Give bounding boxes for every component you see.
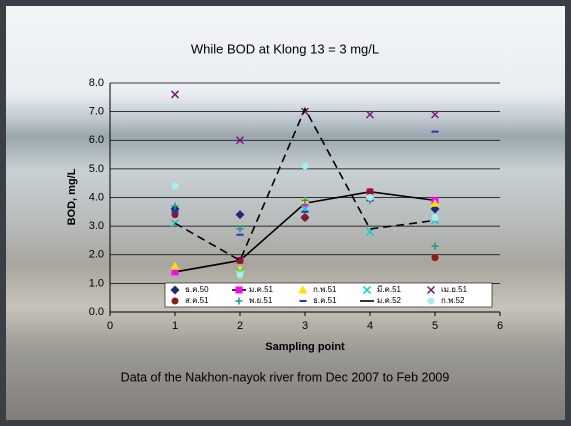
point — [237, 257, 244, 264]
legend-label: ส.ค.51 — [185, 296, 209, 305]
point — [172, 183, 179, 190]
x-tick-label: 3 — [302, 320, 308, 332]
point — [236, 210, 245, 219]
x-axis-label: Sampling point — [265, 341, 345, 353]
point — [367, 194, 374, 201]
y-tick-label: 3.0 — [89, 220, 104, 232]
chart-title: While BOD at Klong 13 = 3 mg/L — [191, 41, 379, 56]
x-tick-label: 4 — [367, 320, 373, 332]
y-tick-label: 8.0 — [89, 77, 104, 89]
point — [432, 111, 439, 118]
legend-marker — [236, 287, 243, 294]
point — [302, 214, 309, 221]
y-tick-label: 4.0 — [89, 191, 104, 203]
legend-label: เม.ย.51 — [441, 285, 468, 294]
footnote: Data of the Nakhon-nayok river from Dec … — [121, 370, 450, 384]
point — [172, 91, 179, 98]
x-tick-label: 5 — [432, 320, 438, 332]
point — [237, 271, 244, 278]
legend-label: มี.ค.51 — [377, 285, 402, 294]
y-tick-label: 1.0 — [89, 277, 104, 289]
point — [432, 243, 439, 250]
point — [302, 163, 309, 170]
y-tick-label: 0.0 — [89, 306, 104, 318]
y-tick-label: 7.0 — [89, 106, 104, 118]
legend-label: พ.ย.51 — [249, 296, 273, 305]
chart: While BOD at Klong 13 = 3 mg/L Sampling … — [0, 0, 571, 426]
slide: While BOD at Klong 13 = 3 mg/L Sampling … — [0, 0, 571, 426]
x-tick-label: 0 — [107, 320, 113, 332]
point — [432, 254, 439, 261]
legend-label: ก.พ.52 — [441, 296, 465, 305]
series-line — [175, 109, 435, 261]
legend: ธ.ค.50 ม.ค.51 ก.พ.51 มี.ค.51 เม.ย.51 ส.ค.51 พ.… — [165, 283, 492, 307]
y-tick-label: 6.0 — [89, 134, 104, 146]
y-axis-label: BOD, mg/L — [66, 168, 78, 225]
legend-label: ม.ค.51 — [249, 285, 274, 294]
point — [171, 262, 180, 270]
point — [432, 214, 439, 221]
legend-label: ม.ค.52 — [377, 296, 402, 305]
legend-marker — [428, 298, 435, 305]
point — [237, 225, 244, 232]
legend-label: ธ.ค.50 — [185, 285, 209, 294]
legend-marker — [172, 298, 179, 305]
point — [367, 111, 374, 118]
x-tick-label: 1 — [172, 320, 178, 332]
y-tick-label: 5.0 — [89, 163, 104, 175]
x-tick-label: 6 — [497, 320, 503, 332]
x-tick-label: 2 — [237, 320, 243, 332]
legend-label: ก.พ.51 — [313, 285, 337, 294]
y-tick-label: 2.0 — [89, 249, 104, 261]
legend-label: ธ.ค.51 — [313, 296, 337, 305]
